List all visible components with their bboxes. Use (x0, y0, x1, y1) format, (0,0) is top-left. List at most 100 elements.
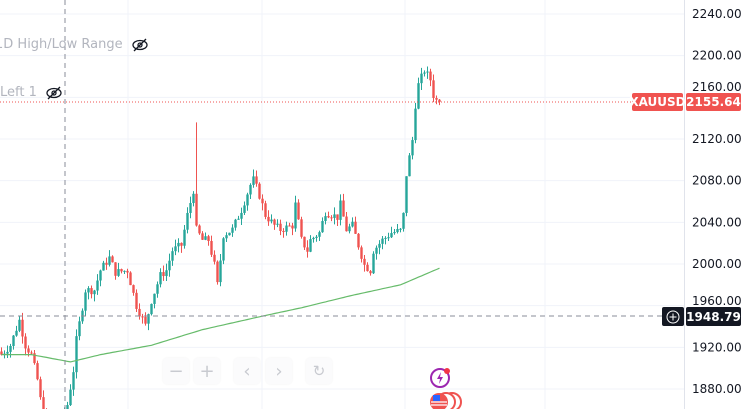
candle-body (393, 232, 396, 234)
candle-body (423, 72, 426, 74)
candle-body (96, 280, 99, 291)
candle-body (192, 193, 195, 204)
candle-body (297, 202, 300, 220)
candle-body (414, 108, 417, 141)
candle-body (387, 237, 390, 239)
candle-body (66, 405, 69, 409)
candle-body (225, 235, 228, 239)
candle-body (69, 389, 72, 406)
price-tick-label: 2120.00 (692, 132, 742, 146)
candle-body (312, 237, 315, 240)
candle-body (75, 336, 78, 373)
candle-body (168, 260, 171, 271)
zoom-in-button[interactable]: + (194, 358, 220, 384)
candle-body (138, 308, 141, 317)
candle-body (324, 216, 327, 221)
candle-body (21, 319, 24, 337)
zoom-out-button[interactable]: − (163, 358, 189, 384)
candle-body (363, 258, 366, 265)
price-tick-label: 2160.00 (692, 80, 742, 94)
candle-body (186, 212, 189, 230)
candle-body (228, 232, 231, 236)
candle-body (24, 336, 27, 349)
scroll-left-button[interactable]: ‹ (234, 358, 260, 384)
candle-body (219, 260, 222, 283)
candle-body (246, 194, 249, 206)
candle-body (6, 351, 9, 354)
scroll-right-button[interactable]: › (266, 358, 292, 384)
eye-off-icon[interactable] (45, 86, 63, 100)
candle-body (177, 242, 180, 247)
candle-body (306, 247, 309, 252)
candle-body (402, 212, 405, 229)
candle-body (231, 227, 234, 233)
candle-body (27, 348, 30, 353)
candle-body (201, 233, 204, 240)
candle-body (39, 379, 42, 398)
candle-body (141, 316, 144, 318)
candle-body (315, 236, 318, 238)
candle-body (267, 216, 270, 222)
candle-body (159, 272, 162, 285)
price-tick-label: 2200.00 (692, 49, 742, 63)
candle-body (309, 239, 312, 252)
candle-body (336, 214, 339, 220)
candle-body (183, 229, 186, 246)
candle-body (285, 225, 288, 232)
legend-high-low-range[interactable]: 1D High/Low Range (0, 37, 149, 52)
candle-body (0, 351, 3, 355)
candle-body (378, 243, 381, 248)
legend-left-1[interactable]: Left 1 (0, 85, 63, 100)
candle-body (18, 319, 21, 331)
candle-body (204, 236, 207, 240)
candle-body (162, 272, 165, 277)
candle-body (327, 216, 330, 218)
candle-body (90, 288, 93, 295)
candle-body (369, 271, 372, 274)
candle-body (222, 238, 225, 261)
candle-body (411, 140, 414, 156)
candle-body (135, 292, 138, 309)
price-tick-label: 1880.00 (692, 382, 742, 396)
candle-body (42, 397, 45, 409)
legend-label: 1D High/Low Range (0, 37, 123, 52)
candle-body (93, 290, 96, 295)
candle-body (144, 316, 147, 324)
candle-body (249, 184, 252, 195)
symbol-price-tag: XAUUSD (629, 93, 686, 111)
candle-body (30, 352, 33, 354)
candle-body (174, 246, 177, 252)
candle-body (189, 203, 192, 213)
candle-body (252, 176, 255, 185)
candle-body (366, 264, 369, 272)
crosshair-price-tag: 1948.79 (686, 307, 741, 326)
us-flag-event-icon[interactable] (426, 390, 462, 409)
candle-body (156, 284, 159, 294)
candle-body (381, 238, 384, 244)
candle-body (279, 223, 282, 232)
reset-chart-button[interactable]: ↻ (306, 358, 332, 384)
eye-off-icon[interactable] (131, 38, 149, 52)
candle-body (333, 214, 336, 218)
add-alert-button[interactable] (662, 307, 684, 326)
candle-body (108, 256, 111, 265)
candle-body (399, 228, 402, 230)
candle-body (111, 256, 114, 263)
candle-body (237, 218, 240, 220)
candle-body (12, 335, 15, 347)
candle-body (417, 83, 420, 109)
lightning-event-icon[interactable] (429, 366, 453, 390)
candle-body (114, 262, 117, 276)
candle-body (240, 212, 243, 219)
candle-body (36, 363, 39, 380)
candle-body (270, 219, 273, 222)
candle-body (318, 232, 321, 237)
candle-body (102, 262, 105, 271)
candle-body (405, 176, 408, 213)
candle-body (72, 372, 75, 390)
candle-body (360, 247, 363, 259)
plus-circle-icon (666, 310, 680, 323)
candle-body (303, 236, 306, 248)
candle-body (273, 219, 276, 225)
